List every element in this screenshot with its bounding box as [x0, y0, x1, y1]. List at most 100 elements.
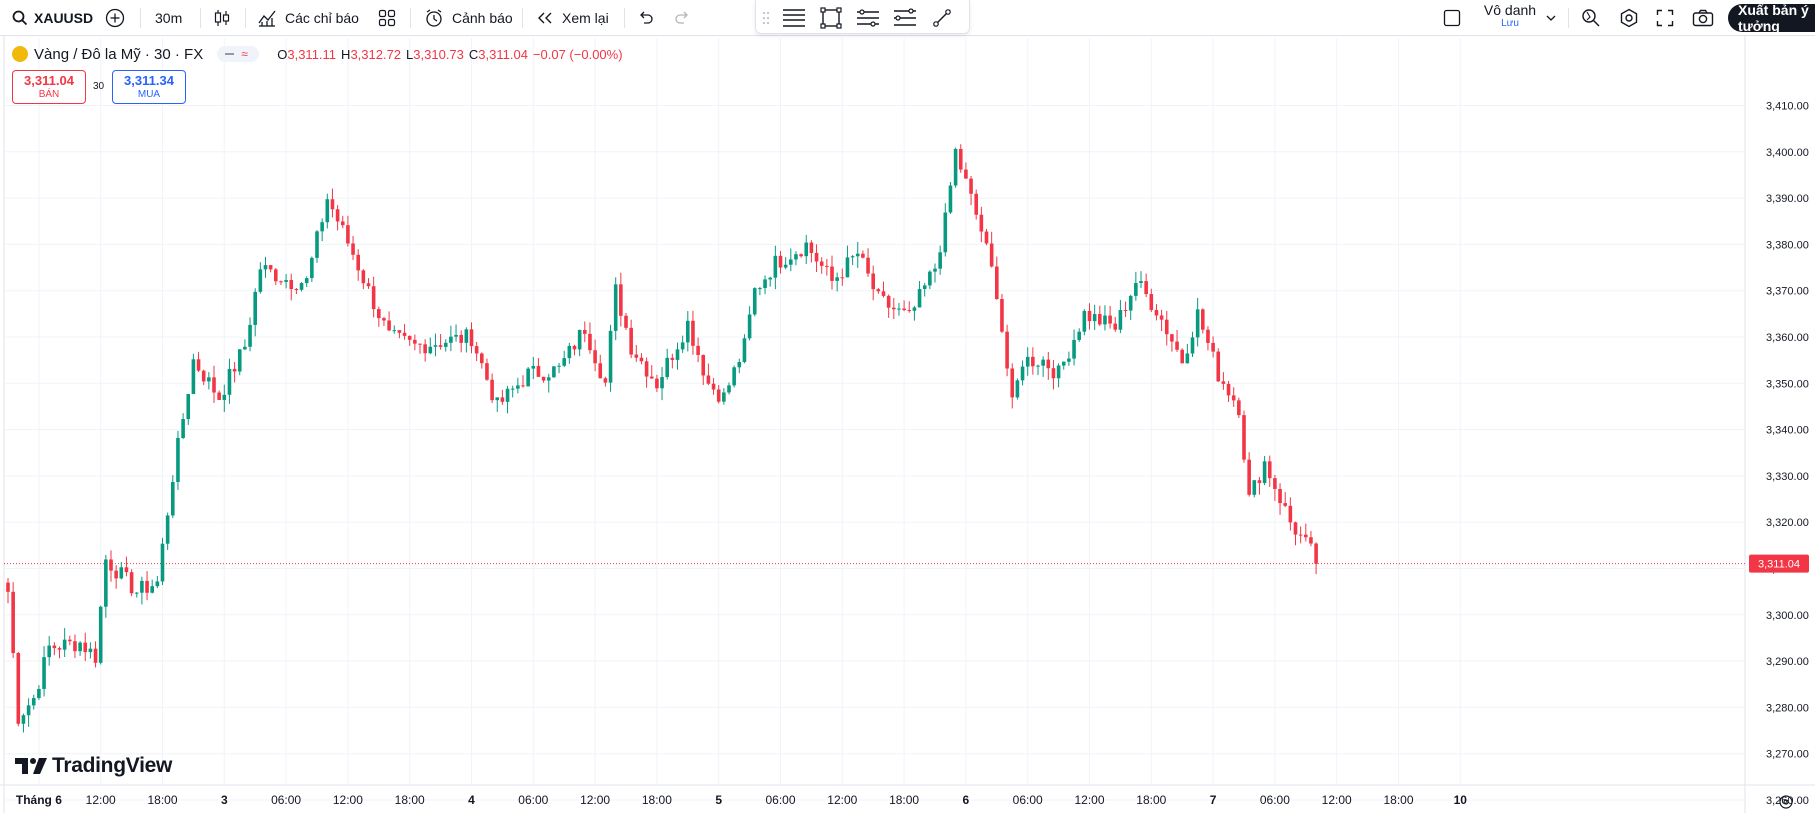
sell-button[interactable]: 3,311.04 BÁN — [12, 70, 86, 104]
candle-body — [392, 330, 397, 332]
candle-body — [768, 277, 772, 280]
publish-idea-button[interactable]: Xuất bản ý tưởng — [1728, 2, 1815, 34]
candle-body — [93, 648, 98, 663]
candle-body — [201, 370, 206, 382]
candle — [330, 188, 335, 218]
interval-button[interactable]: 30m — [155, 0, 182, 36]
candle — [104, 554, 108, 618]
undo-icon — [640, 11, 653, 24]
replay-button[interactable]: Xem lại — [536, 0, 609, 36]
templates-button[interactable] — [378, 0, 396, 36]
candle-body — [232, 368, 237, 372]
undo-button[interactable] — [637, 0, 655, 36]
candle — [248, 317, 252, 352]
axis-settings-icon[interactable] — [1779, 795, 1793, 809]
candle-body — [129, 572, 134, 594]
brand-name: TradingView — [52, 754, 173, 777]
brush-tool[interactable] — [931, 0, 953, 36]
ohlc-change: −0.07 (−0.00%) — [532, 46, 623, 62]
candle — [1031, 347, 1035, 375]
chart-type-button[interactable] — [213, 0, 231, 36]
candle — [443, 339, 448, 352]
candle-body — [629, 327, 633, 355]
candle-body — [1144, 281, 1148, 295]
drag-handle[interactable] — [762, 0, 770, 36]
sell-price: 3,311.04 — [24, 73, 74, 88]
candle-body — [1020, 366, 1025, 381]
candle-body — [248, 324, 252, 347]
candle — [392, 325, 397, 334]
candle-body — [758, 288, 762, 290]
candle — [593, 339, 597, 372]
candle — [613, 277, 618, 341]
candle-body — [500, 397, 505, 402]
candle — [557, 363, 561, 374]
fullscreen-button[interactable] — [1656, 0, 1674, 36]
candle — [989, 231, 994, 268]
time-axis[interactable]: Tháng 6 12:00 18:00 3 06:00 12:00 18:00 4 06:00 1… — [16, 793, 1467, 807]
candle-body — [371, 286, 376, 310]
quick-search-button[interactable] — [1581, 0, 1601, 36]
symbol-title[interactable]: Vàng / Đô la Mỹ · 30 · FX — [34, 45, 204, 63]
candle — [1288, 497, 1293, 531]
redo-button[interactable] — [673, 0, 691, 36]
candle — [304, 276, 309, 288]
parallel-channel-tool[interactable] — [856, 0, 880, 36]
symbol-search-button[interactable]: XAUUSD — [12, 0, 93, 36]
candles-icon — [214, 10, 230, 26]
replay-label: Xem lại — [562, 10, 609, 26]
candle — [629, 319, 633, 359]
candle-body — [732, 367, 736, 386]
candle-body — [814, 252, 819, 262]
candle — [979, 206, 984, 243]
candle — [62, 628, 67, 657]
save-label[interactable]: Lưu — [1501, 18, 1519, 29]
candle-body — [1175, 341, 1179, 350]
candle — [98, 605, 103, 665]
candle-body — [165, 515, 170, 544]
candle — [1077, 328, 1081, 342]
parallel-channel-icon — [857, 9, 879, 27]
indicators-button[interactable]: Các chỉ báo — [257, 0, 359, 36]
candle-body — [660, 377, 664, 389]
candle-body — [474, 346, 479, 354]
candle-body — [881, 291, 886, 296]
candle — [536, 358, 541, 377]
candles-layer — [6, 144, 1318, 733]
candle — [1175, 329, 1179, 352]
candle-body — [237, 349, 242, 372]
candle — [711, 378, 716, 395]
candle — [938, 245, 942, 275]
rectangle-tool[interactable] — [820, 0, 842, 36]
layout-menu-button[interactable] — [1545, 0, 1557, 36]
snapshot-button[interactable] — [1692, 0, 1714, 36]
price-axis[interactable]: 3,410.00 3,400.00 3,390.00 3,380.00 3,370.00… — [1766, 101, 1809, 808]
candle-body — [897, 308, 901, 310]
candle — [1056, 363, 1061, 388]
eye-toggle-icon[interactable]: ≈ — [217, 46, 260, 62]
candle-body — [62, 639, 67, 650]
candle-body — [1154, 309, 1159, 316]
candle-body — [557, 365, 561, 367]
layout-button[interactable] — [1443, 0, 1461, 36]
candle-body — [799, 254, 803, 257]
candle — [855, 241, 860, 269]
buy-button[interactable]: 3,311.34 MUA — [112, 70, 186, 104]
candle-body — [969, 178, 973, 194]
settings-button[interactable] — [1619, 0, 1639, 36]
candle-body — [361, 270, 366, 284]
candle — [1211, 336, 1215, 358]
candle — [1061, 361, 1066, 370]
layout-name-button[interactable]: Vô danh Lưu — [1475, 2, 1545, 30]
candle-body — [1267, 461, 1272, 479]
candle — [886, 294, 891, 318]
time-tick-label: 06:00 — [271, 793, 301, 807]
tradingview-logo[interactable]: TradingView — [14, 754, 172, 778]
alert-button[interactable]: Cảnh báo — [424, 0, 513, 36]
horizontal-lines-tool[interactable] — [782, 0, 806, 36]
ohlc-high: H3,312.72 — [341, 46, 402, 62]
add-symbol-button[interactable] — [105, 0, 125, 36]
regression-channel-tool[interactable] — [893, 0, 917, 36]
candle — [928, 270, 932, 290]
